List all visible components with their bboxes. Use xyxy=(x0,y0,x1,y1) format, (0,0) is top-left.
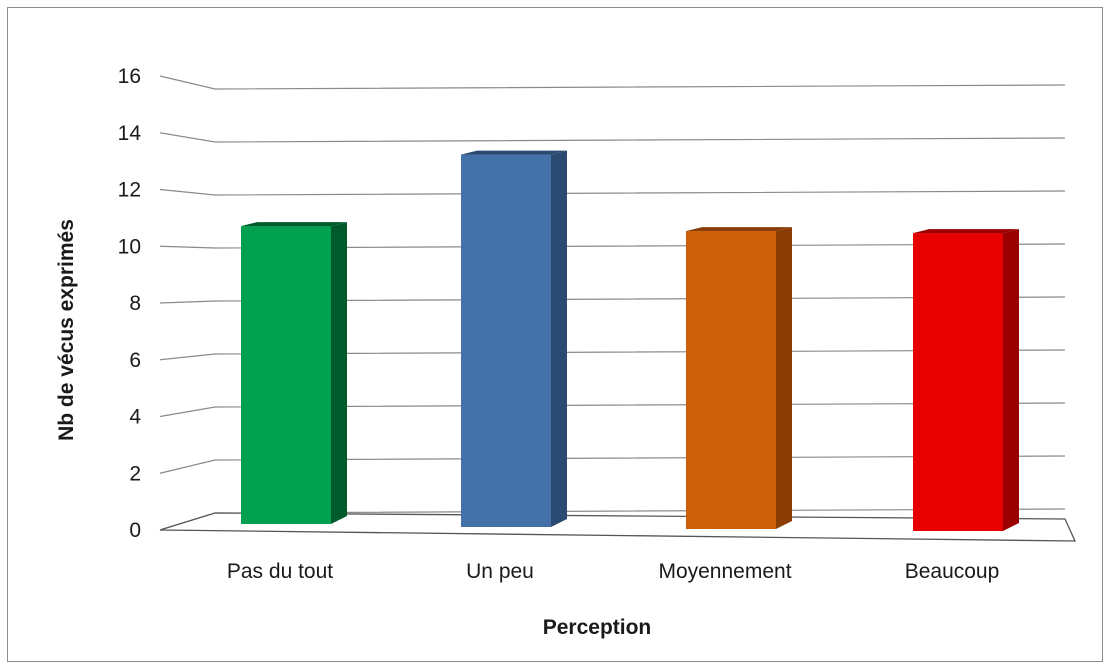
y-axis-title: Nb de vécus exprimés xyxy=(55,219,78,441)
bar-side xyxy=(1003,229,1019,531)
bar xyxy=(686,231,776,529)
x-category-label: Beaucoup xyxy=(905,560,1000,583)
bar xyxy=(241,226,331,524)
y-tick-label: 12 xyxy=(118,179,141,202)
y-tick-label: 14 xyxy=(118,122,142,145)
x-category-label: Un peu xyxy=(466,560,534,583)
x-category-label: Moyennement xyxy=(658,560,791,583)
bar-top xyxy=(686,227,792,232)
y-tick-label: 4 xyxy=(129,406,141,429)
bar-side xyxy=(776,227,792,529)
y-tick-label: 0 xyxy=(129,519,141,542)
y-tick-label: 2 xyxy=(129,462,141,485)
chart-floor xyxy=(159,512,1077,542)
bar-top xyxy=(913,229,1019,234)
bar-side xyxy=(551,150,567,527)
gridline xyxy=(159,75,1066,90)
y-axis-ticks: 0 2 4 6 8 10 12 14 16 xyxy=(118,65,142,542)
bar-top xyxy=(241,222,347,227)
y-tick-label: 16 xyxy=(118,65,141,88)
x-axis-title: Perception xyxy=(543,616,652,639)
y-tick-label: 10 xyxy=(118,235,141,258)
x-category-label: Pas du tout xyxy=(227,560,333,583)
gridline xyxy=(159,132,1066,143)
bar xyxy=(461,154,551,527)
y-tick-label: 6 xyxy=(129,349,141,372)
y-tick-label: 8 xyxy=(129,292,141,315)
x-axis-categories: Pas du tout Un peu Moyennement Beaucoup xyxy=(227,560,999,583)
bar-side xyxy=(331,222,347,524)
bar xyxy=(913,233,1003,531)
gridline xyxy=(159,188,1066,196)
bar-top xyxy=(461,150,567,155)
bars xyxy=(241,150,1019,531)
floor-plane xyxy=(159,512,1077,542)
